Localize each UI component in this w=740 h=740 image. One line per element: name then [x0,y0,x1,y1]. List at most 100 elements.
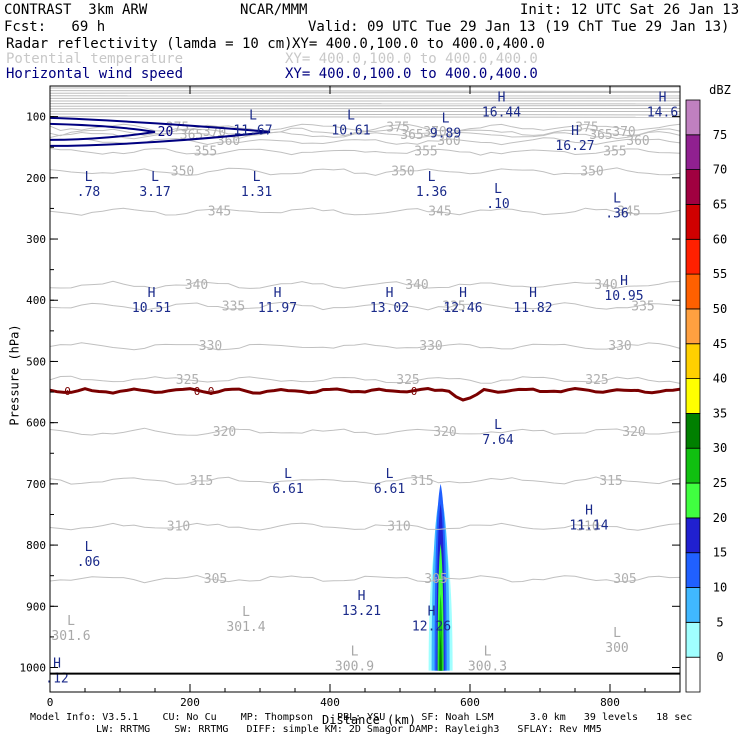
plume-band [438,593,443,671]
theta-contour-label: 345 [617,205,640,220]
x-axis-label: Distance (km) [322,713,416,727]
extremum-type: H [659,90,667,105]
theta-contour-label: 315 [410,474,433,489]
field-xy-theta: XY= 400.0,100.0 to 400.0,400.0 [285,51,538,67]
colorbar-swatch [685,447,701,484]
y-tick-label: 200 [26,172,46,185]
colorbar-swatch [685,656,701,693]
extremum-type: H [148,286,156,301]
extremum-value: 16.27 [555,139,594,154]
extremum-type: H [274,286,282,301]
reflectivity-plume [428,483,453,671]
y-tick-label: 900 [26,600,46,613]
colorbar-swatch [685,169,701,205]
y-tick-label: 400 [26,294,46,307]
program-title: CONTRAST 3km ARW [4,2,148,18]
colorbar-level-label: 55 [713,267,727,281]
theta-contour-label: 320 [433,425,456,440]
wind-contour-label: 0 [194,385,201,398]
theta-contour-line [49,86,681,89]
extremum-type: L [442,112,450,127]
extremum-type: L [284,467,292,482]
extremum-value: 10.61 [331,124,370,139]
extremum-value: 11.14 [569,518,608,533]
colorbar-swatch [685,238,701,275]
theta-contour-label: 315 [599,474,622,489]
colorbar-level-label: 65 [713,198,727,212]
extremum-value: 12.26 [412,619,451,634]
colorbar-swatch [685,587,701,623]
extremum-type: H [386,286,394,301]
colorbar-swatch [685,412,701,449]
extremum-type: H [358,589,366,604]
y-tick-label: 500 [26,355,46,368]
theta-contour-line [49,301,681,311]
extremum-type: H [620,274,628,289]
extremum-value: .10 [486,197,509,212]
colorbar-level-label: 75 [713,128,727,142]
theta-contour-line [49,522,681,531]
extremum-value: 13.21 [342,604,381,619]
theta-contour-line [49,105,681,107]
theta-contour-label: 330 [419,339,442,354]
theta-contour-label: 325 [396,373,419,388]
colorbar-swatch [685,622,701,658]
extremum-value: 11.67 [233,124,272,139]
y-axis-label: Pressure (hPa) [7,324,22,426]
theta-contour-label: 365 [589,128,612,143]
theta-contour-label: 360 [217,134,240,149]
extremum-value: .78 [77,185,100,200]
extremum-type: L [253,170,261,185]
theta-contour-label: 315 [190,474,213,489]
extremum-value: 6.61 [272,482,303,497]
colorbar: 0 5 10 15 20 25 30 35 40 45 50 55 60 65 70 75 dBZ [685,83,731,693]
center-name: NCAR/MMM [240,2,308,18]
theta-contour-label: 355 [414,145,437,160]
extremum-type: L [613,191,621,206]
theta-contour-label: 310 [387,520,410,535]
theta-contour-label: 355 [194,145,217,160]
theta-contour-label: 360 [437,134,460,149]
wind-contour-label: 0 [411,385,418,398]
wind-contour-20 [49,122,156,141]
extremum-value: 3.17 [139,185,170,200]
theta-contour-line [49,280,681,290]
theta-contour-line [49,131,681,140]
extremum-value: 16.44 [482,105,521,120]
extremum-value: .06 [77,555,100,570]
colorbar-swatch [685,517,701,554]
theta-contour-label: 375 [386,121,409,136]
field-name-theta: Potential temperature [6,51,184,67]
colorbar-swatch [685,273,701,310]
surface-theta-type: L [242,605,250,620]
y-tick-label: 300 [26,233,46,246]
theta-contour-line [49,427,681,436]
theta-contour-label: 370 [612,125,635,140]
theta-contour-line [49,113,681,116]
colorbar-unit: dBZ [709,83,731,97]
extremum-type: L [85,170,93,185]
wind-contour-label: 0 [208,385,215,398]
field-name-reflectivity: Radar reflectivity (lamda = 10 cm) [6,36,293,52]
theta-contour-label: 310 [576,520,599,535]
theta-contour-line [49,375,681,384]
theta-contour-line [49,137,681,146]
theta-contour-line [49,148,681,156]
extremum-type: H [571,124,579,139]
theta-contour-label: 330 [199,339,222,354]
theta-contour-label: 345 [428,205,451,220]
valid-time: Valid: 09 UTC Tue 29 Jan 13 (19 ChT Tue … [308,19,730,35]
forecast-hour: Fcst: 69 h [4,19,106,35]
x-tick-label: 0 [47,696,54,709]
extremum-value: 6.61 [374,482,405,497]
theta-contour-label: 305 [613,572,636,587]
extremum-type: H [585,503,593,518]
field-xy-wind: XY= 400.0,100.0 to 400.0,400.0 [285,66,538,82]
colorbar-level-label: 10 [713,581,727,595]
x-tick-label: 200 [180,696,200,709]
extrema-labels: L11.67L10.61L9.89H16.44H14.6H16.27L.78L3… [45,90,678,686]
colorbar-swatch [685,204,701,240]
theta-contour-label: 310 [167,520,190,535]
theta-contour-line [49,574,681,584]
extremum-type: H [529,286,537,301]
